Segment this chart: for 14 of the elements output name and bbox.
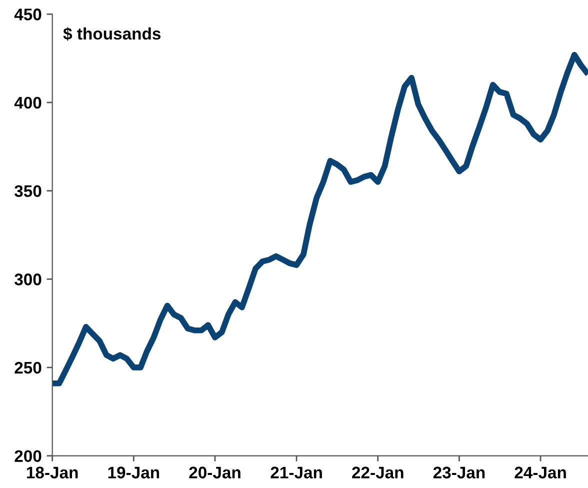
x-tick-label: 21-Jan	[270, 466, 322, 478]
annotation: $ thousands	[63, 27, 161, 41]
x-tick-label: 19-Jan	[108, 466, 160, 478]
y-tick-label: 200	[14, 450, 42, 462]
x-tick-label: 18-Jan	[26, 466, 78, 478]
y-tick-label: 250	[14, 362, 42, 374]
x-tick-label: 20-Jan	[189, 466, 240, 478]
x-tick-label: 22-Jan	[352, 466, 404, 478]
y-tick-label: 400	[14, 96, 42, 109]
y-tick-label: 350	[14, 185, 42, 198]
y-tick-label: 300	[14, 274, 42, 286]
y-tick-label: 450	[14, 8, 42, 20]
x-tick-label: 23-Jan	[433, 466, 485, 478]
x-tick-label: 24-Jan	[514, 466, 566, 478]
